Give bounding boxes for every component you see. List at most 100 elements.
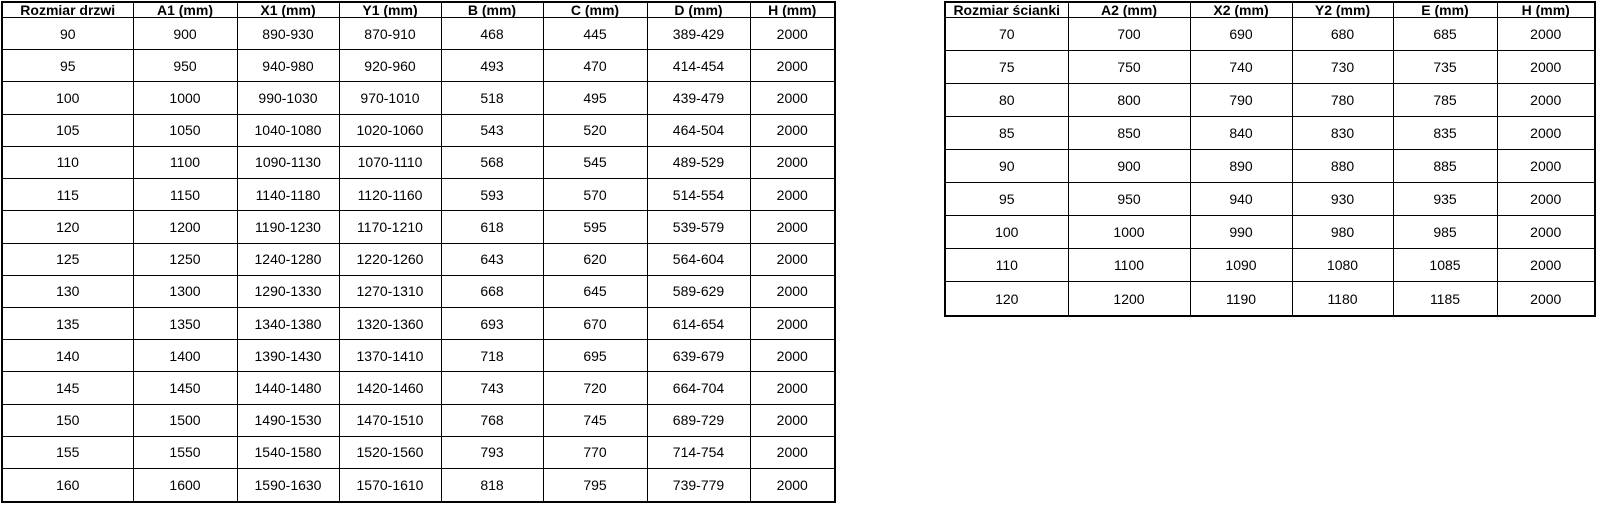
table-cell: 589-629: [646, 274, 751, 308]
table-cell: 1300: [132, 274, 238, 308]
table-cell: 940: [1189, 182, 1293, 217]
table-cell: 2000: [1496, 16, 1596, 52]
table-cell: 95: [1, 49, 134, 83]
table-cell: 739-779: [646, 468, 751, 503]
table-cell: 1470-1510: [338, 403, 442, 437]
table-cell: 1100: [132, 145, 238, 180]
table-cell: 545: [542, 145, 648, 180]
table-cell: 1450: [132, 371, 238, 405]
table-cell: 2000: [749, 81, 836, 115]
table-cell: 110: [1, 145, 134, 180]
table-cell: 890-930: [236, 16, 340, 51]
table-cell: 1350: [132, 306, 238, 341]
table-cell: 730: [1291, 50, 1394, 85]
table-cell: 2000: [749, 371, 836, 405]
table-cell: 693: [440, 306, 544, 341]
table-cell: 850: [1067, 116, 1191, 151]
table-cell: 1090: [1189, 248, 1293, 283]
table-row: 120 1200 1190 1180 1185 2000: [944, 281, 1596, 317]
table-cell: 668: [440, 274, 544, 308]
table-cell: 105: [1, 113, 134, 147]
table-cell: 740: [1189, 50, 1293, 85]
table-cell: 2000: [1496, 182, 1596, 217]
table-cell: 793: [440, 435, 544, 470]
table-cell: 770: [542, 435, 648, 470]
table-cell: 2000: [1496, 50, 1596, 85]
table-cell: 1520-1560: [338, 435, 442, 470]
table-cell: 568: [440, 145, 544, 180]
table-cell: 468: [440, 16, 544, 51]
table-cell: 1000: [132, 81, 238, 115]
table-cell: 445: [542, 16, 648, 51]
header-cell-3: Y2 (mm): [1291, 1, 1394, 18]
table-cell: 1190-1230: [236, 210, 340, 244]
table-cell: 935: [1392, 182, 1498, 217]
table-row: 85 850 840 830 835 2000: [944, 116, 1596, 151]
table-cell: 700: [1067, 16, 1191, 52]
table-cell: 950: [1067, 182, 1191, 217]
table-cell: 90: [944, 149, 1069, 184]
table-cell: 1190: [1189, 281, 1293, 317]
header-row: Rozmiar ścianki A2 (mm) X2 (mm) Y2 (mm) E (m…: [944, 1, 1596, 18]
table-cell: 1000: [1067, 215, 1191, 250]
table-cell: 1100: [1067, 248, 1191, 283]
table-cell: 639-679: [646, 339, 751, 373]
table-cell: 1400: [132, 339, 238, 373]
header-cell-4: B (mm): [440, 1, 544, 18]
table-cell: 1420-1460: [338, 371, 442, 405]
table-cell: 514-554: [646, 178, 751, 212]
table-cell: 1500: [132, 403, 238, 437]
table-cell: 880: [1291, 149, 1394, 184]
table-cell: 1180: [1291, 281, 1394, 317]
table-row: 135 1350 1340-1380 1320-1360 693 670 614-654 20…: [1, 306, 836, 341]
table-cell: 840: [1189, 116, 1293, 151]
table-cell: 830: [1291, 116, 1394, 151]
table-cell: 493: [440, 49, 544, 83]
table-row: 130 1300 1290-1330 1270-1310 668 645 589-629 20…: [1, 274, 836, 308]
table-cell: 593: [440, 178, 544, 212]
table-cell: 160: [1, 468, 134, 503]
table-cell: 520: [542, 113, 648, 147]
table-cell: 145: [1, 371, 134, 405]
header-cell-5: C (mm): [542, 1, 648, 18]
table-cell: 470: [542, 49, 648, 83]
table-cell: 664-704: [646, 371, 751, 405]
table-cell: 720: [542, 371, 648, 405]
table-cell: 2000: [749, 16, 836, 51]
table-cell: 930: [1291, 182, 1394, 217]
table-row: 125 1250 1240-1280 1220-1260 643 620 564-604 20…: [1, 242, 836, 276]
table-cell: 1320-1360: [338, 306, 442, 341]
table-cell: 543: [440, 113, 544, 147]
header-cell-2: X1 (mm): [236, 1, 340, 18]
table-cell: 2000: [749, 435, 836, 470]
table-row: 80 800 790 780 785 2000: [944, 83, 1596, 118]
table-cell: 570: [542, 178, 648, 212]
table-cell: 1550: [132, 435, 238, 470]
wall-panel-size-table: Rozmiar ścianki A2 (mm) X2 (mm) Y2 (mm) E (m…: [944, 1, 1596, 317]
table-cell: 1050: [132, 113, 238, 147]
table-cell: 2000: [1496, 215, 1596, 250]
table-cell: 1150: [132, 178, 238, 212]
table-cell: 95: [944, 182, 1069, 217]
table-cell: 389-429: [646, 16, 751, 51]
table-cell: 1090-1130: [236, 145, 340, 180]
table-cell: 2000: [749, 145, 836, 180]
table-row: 95 950 940 930 935 2000: [944, 182, 1596, 217]
table-cell: 2000: [749, 468, 836, 503]
table-row: 110 1100 1090-1130 1070-1110 568 545 489-529 20…: [1, 145, 836, 180]
table-cell: 620: [542, 242, 648, 276]
table-cell: 135: [1, 306, 134, 341]
table-cell: 2000: [1496, 83, 1596, 118]
table-cell: 743: [440, 371, 544, 405]
table-cell: 495: [542, 81, 648, 115]
table-cell: 2000: [749, 49, 836, 83]
table-row: 145 1450 1440-1480 1420-1460 743 720 664-704 20…: [1, 371, 836, 405]
table-row: 155 1550 1540-1580 1520-1560 793 770 714-754 20…: [1, 435, 836, 470]
table-cell: 1370-1410: [338, 339, 442, 373]
table-cell: 950: [132, 49, 238, 83]
table-cell: 1540-1580: [236, 435, 340, 470]
table-cell: 120: [944, 281, 1069, 317]
table-cell: 2000: [749, 339, 836, 373]
table-row: 75 750 740 730 735 2000: [944, 50, 1596, 85]
